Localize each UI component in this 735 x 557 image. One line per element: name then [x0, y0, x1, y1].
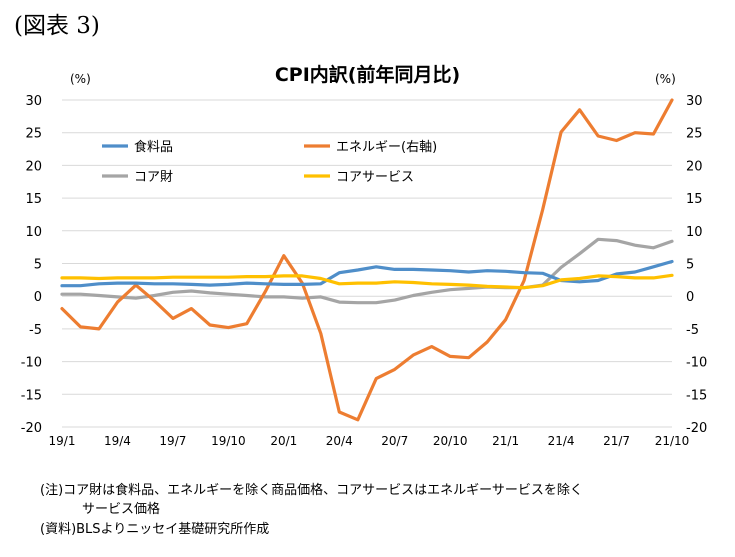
x-tick-label: 21/1 — [492, 434, 519, 448]
y-tick-label-left: 0 — [34, 290, 42, 305]
x-tick-label: 20/1 — [270, 434, 297, 448]
y-tick-label-left: -10 — [21, 356, 42, 371]
y-tick-label-right: 15 — [686, 192, 703, 207]
chart-title: CPI内訳(前年同月比) — [274, 64, 461, 86]
legend-label: コア財 — [134, 170, 173, 185]
y-tick-label-right: 20 — [686, 159, 703, 174]
x-tick-label: 19/4 — [104, 434, 131, 448]
y-tick-label-right: -15 — [686, 388, 707, 403]
y-axis-unit-left: (%) — [70, 72, 91, 86]
legend-label: コアサービス — [336, 170, 414, 185]
y-tick-label-left: 25 — [25, 127, 42, 142]
x-tick-label: 21/7 — [603, 434, 630, 448]
note-line-2: サービス価格 — [82, 502, 161, 517]
y-tick-label-right: 5 — [686, 258, 694, 273]
note-line-1: (注)コア財は食料品、エネルギーを除く商品価格、コアサービスはエネルギーサービス… — [40, 483, 583, 498]
y-tick-label-left: -20 — [21, 421, 42, 436]
legend: 食料品 エネルギー(右軸) コア財 コアサービス — [102, 139, 437, 185]
series-line — [60, 98, 674, 422]
x-tick-label: 19/10 — [211, 434, 246, 448]
series-line — [60, 237, 674, 305]
y-tick-label-right: -20 — [686, 421, 707, 436]
source-note: (資料)BLSよりニッセイ基礎研究所作成 — [40, 522, 270, 537]
x-tick-label: 21/4 — [548, 434, 575, 448]
axes: 30 30 25 25 20 20 15 15 10 10 5 5 0 0 -5 -5 -10 -10 -15 -15… — [21, 94, 707, 448]
series-line — [60, 273, 674, 290]
series-lines — [60, 98, 674, 422]
legend-label: 食料品 — [134, 139, 173, 155]
y-tick-label-right: -5 — [686, 323, 699, 338]
y-tick-label-left: 30 — [25, 94, 42, 109]
y-tick-label-left: 20 — [25, 159, 42, 174]
x-tick-label: 20/4 — [326, 434, 353, 448]
y-tick-label-right: 25 — [686, 127, 703, 142]
y-tick-label-right: 0 — [686, 290, 694, 305]
y-tick-label-right: 30 — [686, 94, 703, 109]
y-tick-label-right: -10 — [686, 356, 707, 371]
x-tick-label: 19/7 — [159, 434, 186, 448]
figure-label: (図表 3) — [14, 13, 100, 39]
x-tick-label: 21/10 — [655, 434, 690, 448]
y-tick-label-left: 10 — [25, 225, 42, 240]
gridlines — [62, 99, 672, 428]
y-tick-label-left: 15 — [25, 192, 42, 207]
y-tick-label-right: 10 — [686, 225, 703, 240]
series-line — [60, 259, 674, 288]
y-axis-unit-right: (%) — [655, 72, 676, 86]
x-tick-label: 20/7 — [381, 434, 408, 448]
legend-label: エネルギー(右軸) — [336, 140, 437, 155]
y-tick-label-left: 5 — [34, 258, 42, 273]
y-tick-label-left: -5 — [29, 323, 42, 338]
x-tick-label: 19/1 — [49, 434, 76, 448]
y-tick-label-left: -15 — [21, 388, 42, 403]
x-tick-label: 20/10 — [433, 434, 468, 448]
